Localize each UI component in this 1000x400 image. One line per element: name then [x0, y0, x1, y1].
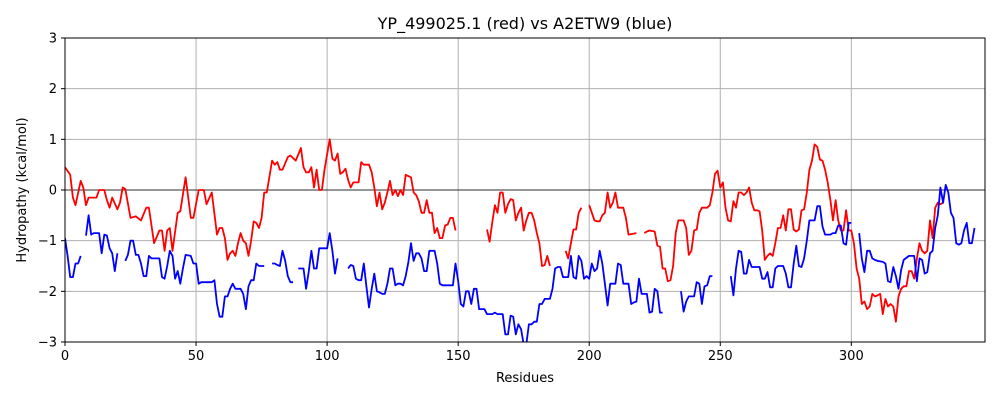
- chart-title: YP_499025.1 (red) vs A2ETW9 (blue): [377, 14, 673, 34]
- y-tick-label: −2: [38, 285, 57, 300]
- red-series-line: [643, 143, 944, 323]
- x-tick-label: 150: [446, 349, 471, 364]
- red-series-line: [65, 138, 457, 261]
- blue-series-line: [85, 214, 119, 273]
- blue-series-line: [680, 275, 713, 313]
- blue-series-line: [298, 232, 339, 290]
- blue-series-line: [124, 239, 265, 318]
- red-series-line: [588, 191, 637, 236]
- red-series-line: [564, 207, 583, 260]
- y-tick-label: 1: [49, 133, 57, 148]
- blue-series-line: [347, 242, 663, 342]
- blue-series-line: [858, 183, 976, 290]
- blue-series-line: [729, 205, 852, 297]
- y-axis-label: Hydropathy (kcal/mol): [15, 117, 30, 262]
- x-tick-label: 300: [839, 349, 864, 364]
- y-tick-label: 0: [49, 184, 57, 199]
- blue-series-line: [272, 249, 293, 284]
- x-tick-label: 0: [61, 349, 69, 364]
- y-tick-label: −1: [38, 234, 57, 249]
- y-tick-label: −3: [38, 336, 57, 351]
- x-tick-label: 250: [708, 349, 733, 364]
- x-tick-label: 100: [315, 349, 340, 364]
- x-tick-label: 50: [188, 349, 205, 364]
- x-axis-label: Residues: [496, 371, 554, 386]
- y-axis-ticks: −3 −2 −1 0 1 2 3: [38, 32, 65, 351]
- y-tick-label: 2: [49, 82, 57, 97]
- red-series-line: [486, 191, 551, 267]
- x-tick-label: 200: [577, 349, 602, 364]
- blue-series-line: [65, 237, 82, 279]
- series-lines: [65, 138, 976, 342]
- x-axis-ticks: 0 50 100 150 200 250 300: [61, 342, 864, 364]
- y-tick-label: 3: [49, 32, 57, 47]
